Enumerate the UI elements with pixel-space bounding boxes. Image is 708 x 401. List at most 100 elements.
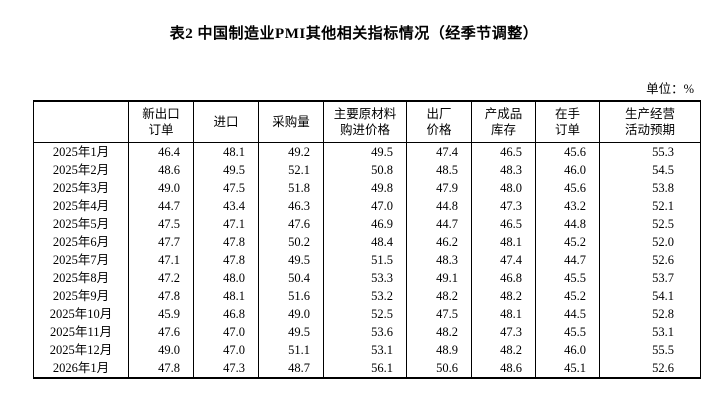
data-cell: 48.4 — [323, 233, 407, 251]
row-label: 2025年11月 — [33, 323, 129, 341]
data-cell: 48.5 — [406, 161, 472, 179]
data-cell: 47.9 — [406, 179, 472, 197]
row-label: 2025年9月 — [33, 287, 129, 305]
data-cell: 54.5 — [599, 161, 701, 179]
data-cell: 48.1 — [471, 233, 536, 251]
column-header: 在手 订单 — [535, 101, 600, 143]
column-header: 主要原材料 购进价格 — [323, 101, 407, 143]
data-cell: 47.1 — [128, 251, 194, 269]
data-cell: 48.1 — [193, 142, 259, 161]
data-cell: 50.2 — [258, 233, 324, 251]
data-cell: 48.1 — [471, 305, 536, 323]
row-label: 2025年6月 — [33, 233, 129, 251]
data-cell: 48.9 — [406, 341, 472, 359]
data-cell: 50.6 — [406, 359, 472, 378]
data-cell: 48.2 — [471, 287, 536, 305]
row-label: 2025年12月 — [33, 341, 129, 359]
corner-cell — [33, 101, 129, 143]
table-row: 2026年1月 47.8 47.3 48.7 56.1 50.6 48.6 45.1 52.6 — [33, 359, 701, 378]
data-cell: 47.5 — [193, 179, 259, 197]
table-row: 2025年10月 45.9 46.8 49.0 52.5 47.5 48.1 44.5 52.8 — [33, 305, 701, 323]
pmi-indicators-table: 新出口 订单 进口 采购量 主要原材料 购进价格 出厂 价格 产成品 库存 在手 订单 生产经… — [33, 100, 701, 379]
data-cell: 47.2 — [128, 269, 194, 287]
data-cell: 45.9 — [128, 305, 194, 323]
row-label: 2025年1月 — [33, 142, 129, 161]
table-row: 2025年5月 47.5 47.1 47.6 46.9 44.7 46.5 44.8 52.5 — [33, 215, 701, 233]
data-cell: 46.3 — [258, 197, 324, 215]
data-cell: 51.1 — [258, 341, 324, 359]
data-cell: 45.6 — [535, 142, 600, 161]
table-row: 2025年11月 47.6 47.0 49.5 53.6 48.2 47.3 45.5 53.1 — [33, 323, 701, 341]
table-row: 2025年6月 47.7 47.8 50.2 48.4 46.2 48.1 45.2 52.0 — [33, 233, 701, 251]
data-cell: 53.3 — [323, 269, 407, 287]
row-label: 2025年4月 — [33, 197, 129, 215]
row-label: 2026年1月 — [33, 359, 129, 378]
table-row: 2025年9月 47.8 48.1 51.6 53.2 48.2 48.2 45.2 54.1 — [33, 287, 701, 305]
data-cell: 48.1 — [193, 287, 259, 305]
data-cell: 53.1 — [599, 323, 701, 341]
data-cell: 52.5 — [599, 215, 701, 233]
data-cell: 46.8 — [193, 305, 259, 323]
data-cell: 45.2 — [535, 233, 600, 251]
row-label: 2025年10月 — [33, 305, 129, 323]
data-cell: 47.0 — [193, 323, 259, 341]
data-cell: 48.2 — [406, 323, 472, 341]
data-cell: 44.7 — [535, 251, 600, 269]
table-row: 2025年12月 49.0 47.0 51.1 53.1 48.9 48.2 46.0 55.5 — [33, 341, 701, 359]
data-cell: 49.0 — [128, 341, 194, 359]
data-cell: 49.2 — [258, 142, 324, 161]
data-cell: 49.1 — [406, 269, 472, 287]
data-cell: 48.2 — [406, 287, 472, 305]
data-cell: 45.2 — [535, 287, 600, 305]
data-cell: 52.6 — [599, 359, 701, 378]
table-row: 2025年1月 46.4 48.1 49.2 49.5 47.4 46.5 45.6 55.3 — [33, 142, 701, 161]
data-cell: 45.6 — [535, 179, 600, 197]
data-cell: 52.1 — [599, 197, 701, 215]
table-row: 2025年7月 47.1 47.8 49.5 51.5 48.3 47.4 44.7 52.6 — [33, 251, 701, 269]
data-cell: 52.1 — [258, 161, 324, 179]
data-cell: 47.5 — [406, 305, 472, 323]
data-cell: 54.1 — [599, 287, 701, 305]
data-cell: 44.7 — [128, 197, 194, 215]
data-cell: 49.0 — [128, 179, 194, 197]
data-cell: 48.0 — [471, 179, 536, 197]
data-cell: 46.9 — [323, 215, 407, 233]
data-cell: 53.2 — [323, 287, 407, 305]
row-label: 2025年2月 — [33, 161, 129, 179]
row-label: 2025年7月 — [33, 251, 129, 269]
data-cell: 47.7 — [128, 233, 194, 251]
data-cell: 56.1 — [323, 359, 407, 378]
data-cell: 52.6 — [599, 251, 701, 269]
data-cell: 46.0 — [535, 161, 600, 179]
data-cell: 46.8 — [471, 269, 536, 287]
data-cell: 52.5 — [323, 305, 407, 323]
data-cell: 51.5 — [323, 251, 407, 269]
data-cell: 45.1 — [535, 359, 600, 378]
data-cell: 52.8 — [599, 305, 701, 323]
data-cell: 46.0 — [535, 341, 600, 359]
data-cell: 46.5 — [471, 215, 536, 233]
table-row: 2025年8月 47.2 48.0 50.4 53.3 49.1 46.8 45.5 53.7 — [33, 269, 701, 287]
data-cell: 48.2 — [471, 341, 536, 359]
data-cell: 51.8 — [258, 179, 324, 197]
data-cell: 47.8 — [128, 287, 194, 305]
data-cell: 50.8 — [323, 161, 407, 179]
data-cell: 52.0 — [599, 233, 701, 251]
data-cell: 47.6 — [128, 323, 194, 341]
unit-label: 单位：% — [646, 82, 694, 96]
data-cell: 55.3 — [599, 142, 701, 161]
data-cell: 45.5 — [535, 269, 600, 287]
data-cell: 53.1 — [323, 341, 407, 359]
data-cell: 47.4 — [471, 251, 536, 269]
data-cell: 49.5 — [193, 161, 259, 179]
table-body: 2025年1月 46.4 48.1 49.2 49.5 47.4 46.5 45.6 55.3 2… — [33, 142, 701, 378]
data-cell: 49.5 — [258, 323, 324, 341]
data-cell: 43.2 — [535, 197, 600, 215]
data-cell: 46.5 — [471, 142, 536, 161]
data-cell: 43.4 — [193, 197, 259, 215]
data-cell: 55.5 — [599, 341, 701, 359]
data-cell: 49.5 — [258, 251, 324, 269]
data-cell: 47.0 — [193, 341, 259, 359]
column-header: 产成品 库存 — [471, 101, 536, 143]
